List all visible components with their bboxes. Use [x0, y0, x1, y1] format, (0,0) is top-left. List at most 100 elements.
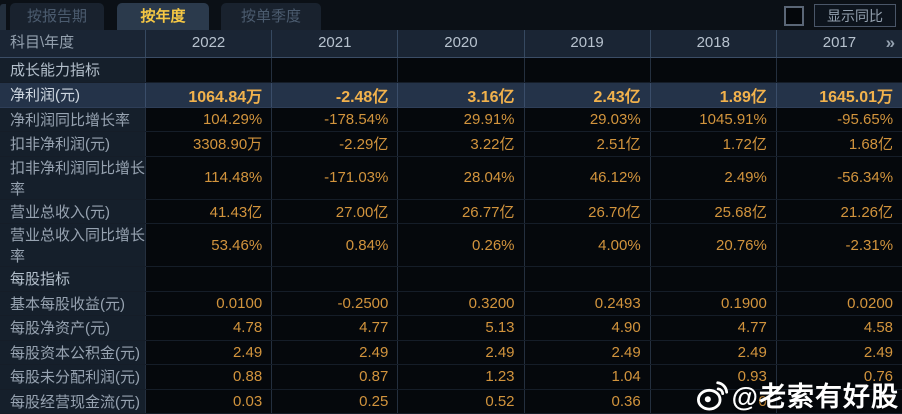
tab-by-quarter[interactable]: 按单季度 [221, 3, 321, 30]
section-row: 每股指标 [0, 267, 902, 292]
value-cell: 0 [649, 389, 776, 413]
value-cell: 0.1900 [649, 291, 776, 315]
value-cell: 1064.84万 [145, 82, 271, 107]
table-row: 每股未分配利润(元) 0.88 0.87 1.23 1.04 0.93 0.76 [0, 365, 902, 390]
value-cell: 1.23 [397, 365, 523, 389]
value-cell: 1645.01万 [775, 82, 902, 107]
value-cell: 3.22亿 [397, 132, 523, 156]
show-yoy-label[interactable]: 显示同比 [814, 4, 896, 27]
value-cell [145, 58, 271, 82]
row-label: 每股未分配利润(元) [0, 365, 145, 389]
row-label: 每股经营现金流(元) [0, 389, 145, 413]
year-label: 2020 [444, 34, 478, 51]
value-cell: 2.49 [145, 340, 271, 364]
row-label: 营业总收入(元) [0, 199, 145, 223]
year-label: 2017 [822, 34, 857, 51]
value-cell: 0.88 [145, 365, 271, 389]
value-cell: 0.76 [775, 365, 902, 389]
row-label: 每股指标 [0, 267, 145, 291]
table-row: 每股净资产(元) 4.78 4.77 5.13 4.90 4.77 4.58 [0, 316, 902, 341]
table-body: 成长能力指标 净利润(元) 1064.84万 -2.48亿 3.16亿 2.43亿 1.89… [0, 58, 902, 414]
value-cell: 25.68亿 [649, 199, 776, 223]
table-header-row: 科目\年度 2022 2021 2020 2019 2018 2017 » [0, 30, 902, 58]
value-cell: 29.91% [397, 107, 523, 131]
value-cell [775, 58, 902, 82]
year-label: 2018 [696, 34, 730, 51]
value-cell: -2.29亿 [271, 132, 397, 156]
value-cell: 20.76% [649, 224, 776, 266]
table-row: 营业总收入同比增长率 53.46% 0.84% 0.26% 4.00% 20.76% -2.… [0, 224, 902, 267]
value-cell: 114.48% [145, 156, 271, 199]
table-row: 每股经营现金流(元) 0.03 0.25 0.52 0.36 0 9 [0, 389, 902, 414]
value-cell [649, 58, 776, 82]
value-cell: 1045.91% [649, 107, 776, 131]
value-cell: 0.93 [649, 365, 776, 389]
value-cell: 4.77 [271, 316, 397, 340]
value-cell: 0.52 [397, 389, 523, 413]
year-header-2017: 2017 » [775, 30, 902, 57]
partial-tab-edge [0, 4, 6, 30]
year-header-2022: 2022 [145, 30, 271, 57]
row-label: 每股净资产(元) [0, 316, 145, 340]
show-yoy-checkbox[interactable] [784, 5, 804, 26]
row-label: 成长能力指标 [0, 58, 145, 82]
tab-by-report-period[interactable]: 按报告期 [10, 3, 104, 30]
table-row: 营业总收入(元) 41.43亿 27.00亿 26.77亿 26.70亿 25.68亿 21… [0, 199, 902, 224]
row-label: 净利润同比增长率 [0, 107, 145, 131]
period-tabbar: 按报告期 按年度 按单季度 显示同比 [0, 0, 902, 30]
value-cell: 2.49 [775, 340, 902, 364]
value-cell: 21.26亿 [775, 199, 902, 223]
value-cell: 1.72亿 [649, 132, 776, 156]
value-cell: 0.36 [523, 389, 650, 413]
table-row: 扣非净利润(元) 3308.90万 -2.29亿 3.22亿 2.51亿 1.72亿 1.6… [0, 132, 902, 157]
value-cell: 0.0100 [145, 291, 271, 315]
value-cell: 26.77亿 [397, 199, 523, 223]
value-cell: 0.25 [271, 389, 397, 413]
value-cell: 2.49 [397, 340, 523, 364]
indicator-table: 科目\年度 2022 2021 2020 2019 2018 2017 » 成长能力指标 净利… [0, 30, 902, 414]
value-cell: 2.43亿 [523, 82, 650, 107]
value-cell: 1.89亿 [649, 82, 776, 107]
value-cell: 4.77 [649, 316, 776, 340]
year-header-2018: 2018 [649, 30, 776, 57]
value-cell: 53.46% [145, 224, 271, 266]
value-cell: 41.43亿 [145, 199, 271, 223]
value-cell: 9 [775, 389, 902, 413]
row-label: 营业总收入同比增长率 [0, 224, 145, 266]
row-label: 每股资本公积金(元) [0, 340, 145, 364]
value-cell: 26.70亿 [523, 199, 650, 223]
value-cell: 3.16亿 [397, 82, 523, 107]
year-label: 2019 [570, 34, 604, 51]
value-cell [523, 58, 650, 82]
value-cell: 0.2493 [523, 291, 650, 315]
value-cell: 0.03 [145, 389, 271, 413]
value-cell [271, 58, 397, 82]
value-cell: 46.12% [523, 156, 650, 199]
tab-by-year[interactable]: 按年度 [117, 3, 209, 30]
value-cell: -95.65% [775, 107, 902, 131]
section-row: 成长能力指标 [0, 58, 902, 83]
value-cell: -2.48亿 [271, 82, 397, 107]
value-cell: 5.13 [397, 316, 523, 340]
table-row: 净利润(元) 1064.84万 -2.48亿 3.16亿 2.43亿 1.89亿 1645.… [0, 82, 902, 108]
value-cell: 0.26% [397, 224, 523, 266]
value-cell: -0.2500 [271, 291, 397, 315]
value-cell: 28.04% [397, 156, 523, 199]
more-years-icon[interactable]: » [885, 33, 896, 52]
value-cell: 4.78 [145, 316, 271, 340]
value-cell: 0.3200 [397, 291, 523, 315]
yoy-controls: 显示同比 [784, 4, 896, 27]
value-cell: 0.84% [271, 224, 397, 266]
value-cell [397, 58, 523, 82]
value-cell: 104.29% [145, 107, 271, 131]
value-cell: 2.49 [271, 340, 397, 364]
value-cell [523, 267, 650, 291]
table-row: 基本每股收益(元) 0.0100 -0.2500 0.3200 0.2493 0.1900… [0, 291, 902, 316]
value-cell [397, 267, 523, 291]
year-header-2020: 2020 [397, 30, 523, 57]
value-cell: -171.03% [271, 156, 397, 199]
value-cell: 0.0200 [775, 291, 902, 315]
table-row: 净利润同比增长率 104.29% -178.54% 29.91% 29.03% 1045.… [0, 107, 902, 132]
value-cell [775, 267, 902, 291]
value-cell [271, 267, 397, 291]
